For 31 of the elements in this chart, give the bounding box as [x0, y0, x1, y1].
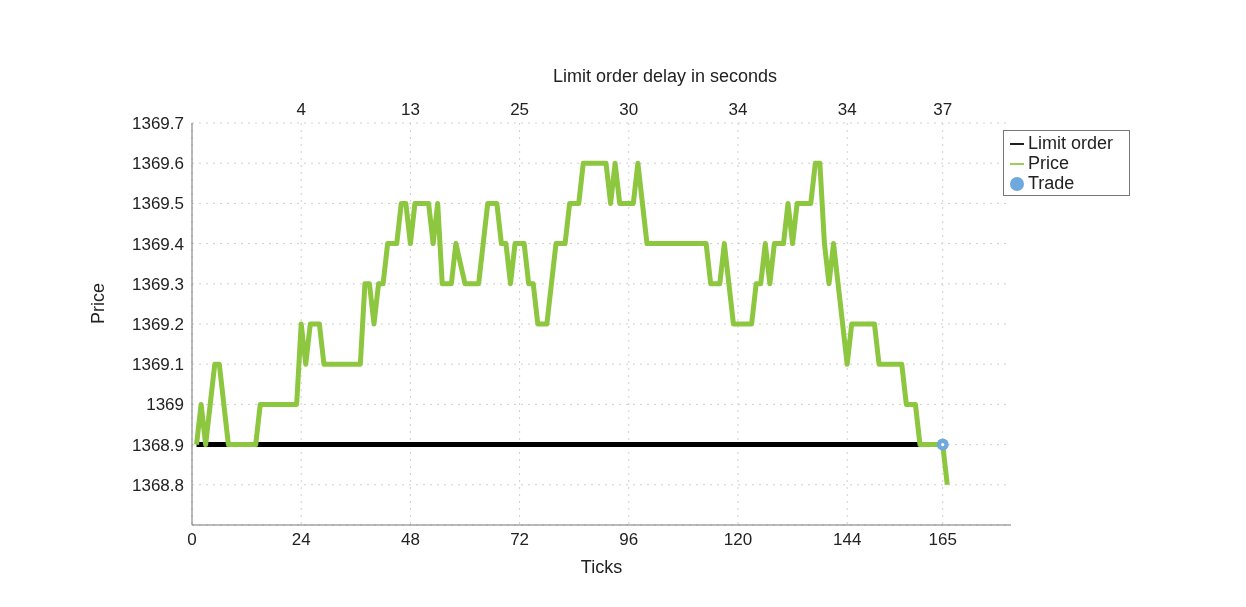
y-tick-label: 1369.2	[132, 315, 184, 335]
x2-axis-title: Limit order delay in seconds	[551, 66, 779, 87]
text: 34	[837, 100, 857, 119]
y-tick-label: 1368.8	[132, 475, 184, 495]
y-axis-title: Price	[88, 282, 109, 324]
y-tick-label: 1369.4	[132, 234, 184, 254]
y-tick-label: 1369	[146, 395, 184, 415]
x-tick-label: 0	[187, 530, 197, 550]
y-tick-label: 1369.3	[132, 274, 184, 294]
legend-label: Price	[1027, 153, 1069, 173]
legend-label: Limit order	[1027, 133, 1113, 153]
x-tick-label: 48	[400, 530, 420, 550]
x-tick-label: 120	[723, 530, 753, 550]
y-tick-label: 1369.7	[132, 114, 184, 134]
x-tick-label: 72	[510, 530, 530, 550]
x-tick-label: 24	[291, 530, 311, 550]
x-axis-title: Ticks	[580, 557, 623, 577]
y-tick-label: 1369.1	[132, 355, 184, 375]
legend-label: Trade	[1027, 173, 1075, 193]
x-tick-label: 144	[832, 530, 862, 550]
y-tick-label: 1369.5	[132, 194, 184, 214]
text: 25	[510, 100, 530, 119]
y-tick-label: 1369.6	[132, 154, 184, 174]
x-tick-label: 96	[619, 530, 639, 550]
text: 37	[933, 100, 953, 119]
text: 30	[619, 100, 639, 119]
text: 34	[728, 100, 748, 119]
y-tick-label: 1368.9	[132, 435, 184, 455]
text: 13	[400, 100, 420, 119]
x-tick-label: 165	[928, 530, 957, 550]
text: 4	[296, 100, 306, 119]
